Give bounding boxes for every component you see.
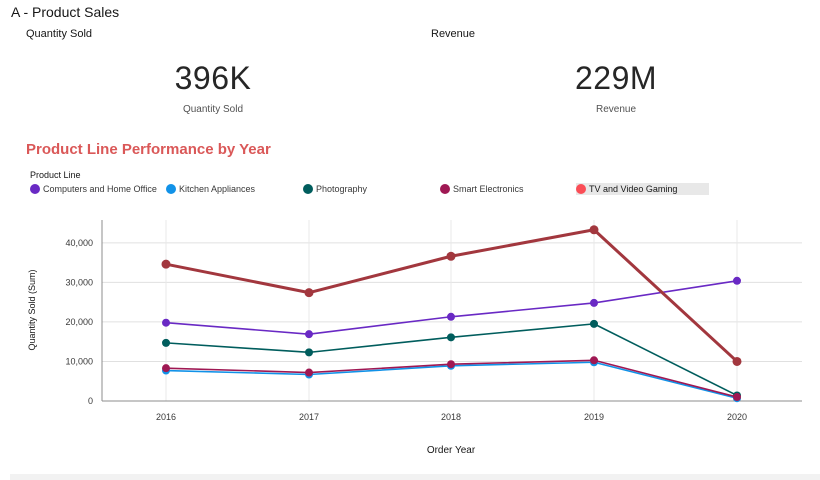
data-point: [305, 330, 313, 339]
legend-dot-icon: [303, 184, 313, 194]
data-point: [162, 338, 170, 347]
legend-dot-icon: [166, 184, 176, 194]
data-point: [590, 319, 598, 328]
y-axis-title: Quantity Sold (Sum): [27, 269, 37, 350]
legend-dot-icon: [440, 184, 450, 194]
y-tick-label: 10,000: [65, 356, 93, 366]
y-tick-label: 0: [88, 396, 93, 406]
legend-item-label: Kitchen Appliances: [179, 184, 256, 194]
data-point: [732, 356, 742, 366]
data-point: [733, 393, 741, 402]
legend-item-smart-electronics[interactable]: Smart Electronics: [440, 183, 524, 195]
data-point: [305, 348, 313, 357]
data-point: [304, 288, 314, 298]
data-point: [447, 312, 455, 321]
legend-dot-icon: [576, 184, 586, 194]
data-point: [161, 259, 171, 269]
kpi-revenue-value: 229M: [574, 60, 658, 96]
kpi-quantity-value: 396K: [174, 60, 252, 96]
legend-item-photography[interactable]: Photography: [303, 183, 367, 195]
kpi-quantity-label: Quantity Sold: [26, 28, 93, 40]
x-tick-label: 2019: [584, 412, 604, 422]
legend-item-label: TV and Video Gaming: [589, 184, 678, 194]
y-tick-label: 40,000: [65, 238, 93, 248]
data-point: [447, 360, 455, 369]
x-tick-label: 2017: [299, 412, 319, 422]
x-axis-title: Order Year: [427, 445, 476, 456]
kpi-revenue-label: Revenue: [431, 28, 476, 40]
data-point: [305, 368, 313, 377]
legend-item-kitchen-appliances[interactable]: Kitchen Appliances: [166, 183, 255, 195]
page-title: A - Product Sales: [11, 4, 120, 20]
x-tick-label: 2020: [727, 412, 747, 422]
data-point: [162, 364, 170, 373]
data-point: [733, 276, 741, 285]
footer-bar: [10, 474, 820, 480]
legend-title: Product Line: [30, 170, 81, 180]
legend-item-label: Computers and Home Office: [43, 184, 157, 194]
data-point: [446, 251, 456, 261]
kpi-quantity-caption: Quantity Sold: [182, 104, 244, 115]
data-point: [447, 333, 455, 342]
x-tick-label: 2016: [156, 412, 176, 422]
data-point: [590, 356, 598, 365]
y-tick-label: 20,000: [65, 317, 93, 327]
data-point: [590, 298, 598, 307]
y-tick-label: 30,000: [65, 277, 93, 287]
legend-item-label: Photography: [316, 184, 368, 194]
line-chart: 0 10,000 20,000 30,000 40,000 2016 2017 2018 201…: [27, 220, 802, 456]
x-tick-label: 2018: [441, 412, 461, 422]
data-point: [162, 318, 170, 327]
legend-item-tv-video-gaming[interactable]: TV and Video Gaming: [576, 183, 709, 195]
legend-item-label: Smart Electronics: [453, 184, 524, 194]
kpi-revenue-caption: Revenue: [595, 104, 637, 115]
data-point: [589, 225, 599, 235]
legend-item-computers-home-office[interactable]: Computers and Home Office: [30, 183, 157, 195]
legend-dot-icon: [30, 184, 40, 194]
chart-title: Product Line Performance by Year: [26, 141, 271, 158]
